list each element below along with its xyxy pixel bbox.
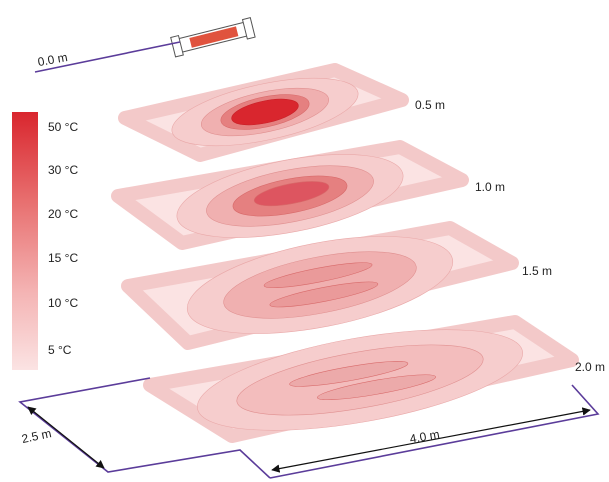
- legend-label: 20 °C: [48, 207, 78, 221]
- plane: [125, 65, 402, 159]
- plane-label: 0.5 m: [415, 98, 445, 112]
- legend-label: 15 °C: [48, 251, 78, 265]
- legend-label: 5 °C: [48, 343, 72, 357]
- diagram: 0.0 m 0.5 m 1.0 m 1.5 m 2.0 m 50 °C 30 °…: [0, 0, 609, 482]
- legend-label: 10 °C: [48, 296, 78, 310]
- dimension-label: 4.0 m: [409, 427, 441, 446]
- legend-label: 30 °C: [48, 163, 78, 177]
- heater: [171, 18, 255, 57]
- legend-label: 50 °C: [48, 120, 78, 134]
- plane-label: 1.0 m: [475, 180, 505, 194]
- color-scale: [12, 112, 38, 370]
- plane-label: 2.0 m: [575, 360, 605, 374]
- dimension-label: 2.5 m: [20, 426, 52, 446]
- plane-label: 1.5 m: [522, 264, 552, 278]
